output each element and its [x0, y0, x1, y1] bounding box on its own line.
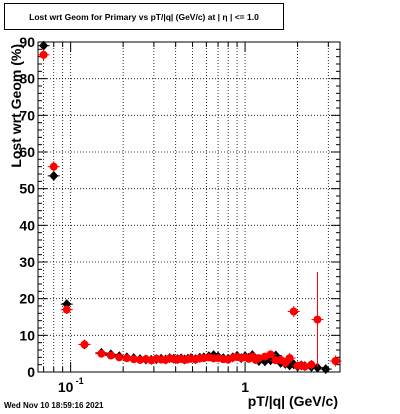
red-circle-point — [49, 162, 58, 171]
y-tick-label: 20 — [19, 291, 35, 307]
black-diamond-point — [39, 40, 49, 51]
y-axis-label: Lost wrt Geom (%) — [8, 44, 24, 168]
red-circle-point — [285, 354, 294, 363]
y-tick-label: 50 — [19, 181, 35, 197]
x-tick-label: 10 — [58, 379, 74, 395]
red-circle-point — [331, 357, 340, 365]
y-tick-label: 0 — [27, 364, 35, 380]
x-axis-label: pT/|q| (GeV/c) — [248, 393, 338, 409]
red-circle-point — [39, 50, 48, 59]
red-circle-point — [115, 353, 124, 362]
data-marks — [37, 40, 342, 375]
y-tick-label: 10 — [19, 327, 35, 343]
red-circle-point — [80, 340, 89, 349]
red-circle-point — [307, 360, 316, 369]
red-circle-point — [106, 351, 115, 360]
red-circle-point — [254, 354, 263, 363]
y-tick-label: 80 — [19, 71, 35, 87]
y-tick-label: 40 — [19, 217, 35, 233]
black-diamond-point — [321, 364, 331, 375]
red-circle-point — [97, 349, 106, 358]
red-circle-point — [266, 350, 275, 359]
red-circle-point — [313, 315, 322, 324]
timestamp: Wed Nov 10 18:59:16 2021 — [4, 401, 104, 410]
y-tick-label: 30 — [19, 254, 35, 270]
axis-ticks — [38, 41, 340, 373]
red-circle-point — [289, 307, 298, 316]
red-circle-point — [136, 355, 145, 364]
x-tick-label-exponent: -1 — [76, 376, 84, 386]
red-circle-point — [62, 305, 71, 314]
red-circle-point — [122, 354, 131, 363]
chart-title: Lost wrt Geom for Primary vs pT/|q| (GeV… — [4, 3, 284, 30]
y-tick-labels: 0 10 20 30 40 50 60 70 80 90 — [19, 34, 35, 380]
red-circle-point — [129, 355, 138, 364]
grid-lines — [38, 42, 340, 372]
y-tick-label: 90 — [19, 34, 35, 50]
plot-frame — [37, 41, 341, 373]
black-diamond-point — [49, 170, 59, 181]
y-tick-label: 60 — [19, 144, 35, 160]
x-tick-labels: 10 -1 1 — [58, 376, 249, 395]
y-tick-label: 70 — [19, 107, 35, 123]
x-tick-label: 1 — [241, 379, 249, 395]
